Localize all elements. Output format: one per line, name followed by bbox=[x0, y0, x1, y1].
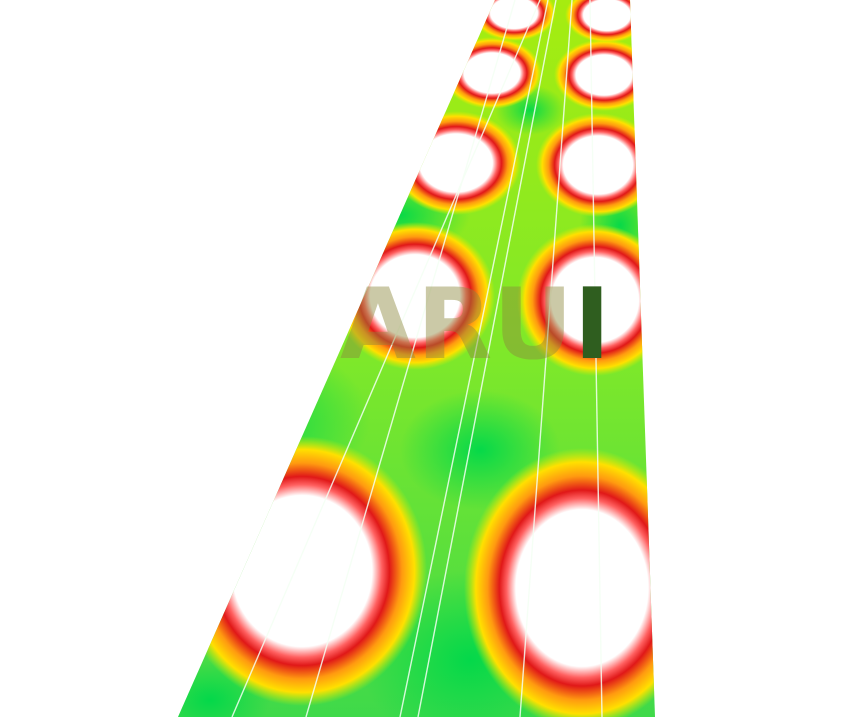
light-spot bbox=[565, 0, 649, 43]
light-spot bbox=[554, 39, 654, 111]
light-spot bbox=[442, 37, 542, 109]
light-spot bbox=[391, 111, 521, 215]
watermark-logo: ARUI bbox=[340, 276, 611, 374]
light-spot bbox=[536, 113, 655, 217]
light-spot bbox=[178, 436, 427, 706]
watermark-text-tail: I bbox=[573, 268, 612, 382]
lane-lines bbox=[231, 0, 603, 717]
watermark-text: ARU bbox=[340, 268, 574, 382]
light-spot bbox=[472, 0, 556, 41]
light-spot bbox=[464, 448, 655, 717]
